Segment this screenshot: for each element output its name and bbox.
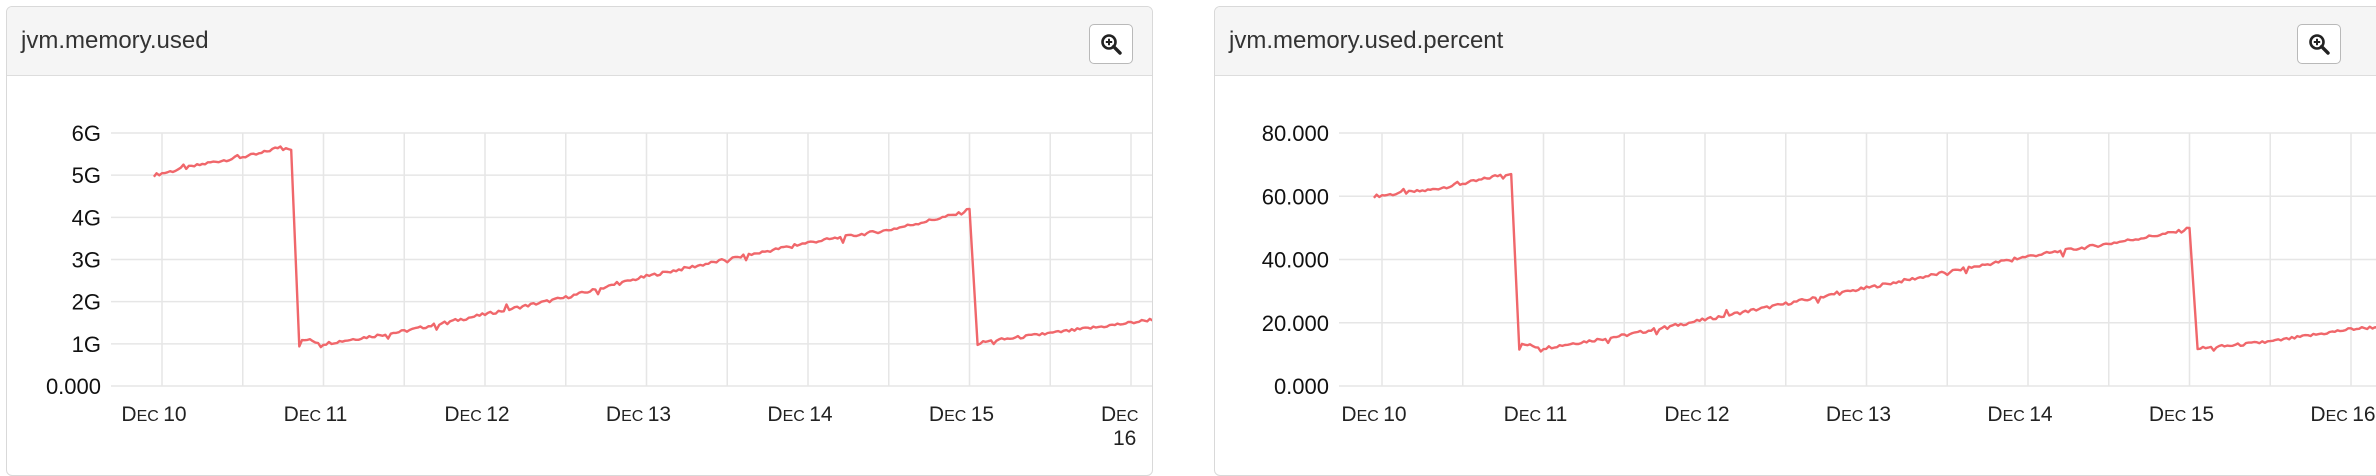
- y-tick-label: 80.000: [1262, 121, 1329, 146]
- y-tick-label: 40.000: [1262, 248, 1329, 273]
- y-tick-label: 0.000: [46, 374, 101, 399]
- y-tick-label: 4G: [72, 205, 101, 230]
- x-tick-label: DEC 11: [1504, 403, 1568, 426]
- zoom-button[interactable]: [2297, 24, 2341, 64]
- y-tick-label: 1G: [72, 332, 101, 357]
- x-tick-label: DEC 13: [606, 403, 671, 426]
- zoom-button[interactable]: [1089, 24, 1133, 64]
- x-tick-label: DEC 12: [444, 403, 509, 426]
- x-tick-label: DEC 10: [121, 403, 186, 426]
- line-chart-memory-used: 0.000 1G 2G 3G 4G 5G 6G DEC 10 DEC 11 DEC 12 DEC 1…: [46, 121, 1152, 450]
- series-line: [152, 145, 1152, 349]
- chart-panel-memory-used-percent: jvm.memory.used.percent 0.000 20.000 40.00…: [1214, 6, 2376, 476]
- y-tick-label: 60.000: [1262, 184, 1329, 209]
- panel-header: jvm.memory.used.percent: [1215, 7, 2376, 76]
- x-tick-label: DEC 13: [1826, 403, 1891, 426]
- line-chart-memory-used-percent: 0.000 20.000 40.000 60.000 80.000 DEC 10 DEC 1…: [1262, 121, 2376, 426]
- panel-title: jvm.memory.used.percent: [1229, 27, 1504, 54]
- x-tick-label: DEC 14: [1987, 403, 2053, 426]
- x-tick-label: DEC 15: [929, 403, 994, 426]
- x-tick-label: DEC 16: [1101, 403, 1138, 450]
- series-line: [1372, 172, 2376, 353]
- x-tick-label: DEC 15: [2149, 403, 2214, 426]
- y-tick-label: 0.000: [1274, 374, 1329, 399]
- y-tick-label: 20.000: [1262, 311, 1329, 336]
- x-tick-label: DEC 14: [767, 403, 833, 426]
- x-tick-label: DEC 16: [2310, 403, 2375, 426]
- x-tick-label: DEC 10: [1341, 403, 1406, 426]
- x-tick-label: DEC 12: [1664, 403, 1729, 426]
- y-tick-label: 2G: [72, 290, 101, 315]
- y-tick-label: 5G: [72, 163, 101, 188]
- panel-header: jvm.memory.used: [7, 7, 1152, 76]
- y-tick-label: 3G: [72, 248, 101, 273]
- x-tick-label: DEC 11: [284, 403, 348, 426]
- panel-title: jvm.memory.used: [21, 27, 209, 54]
- chart-panel-memory-used: jvm.memory.used 0.000 1G 2G 3G 4G 5G 6G DEC 10 D…: [6, 6, 1153, 476]
- zoom-in-icon: [1101, 34, 1122, 55]
- y-tick-label: 6G: [72, 121, 101, 146]
- zoom-in-icon: [2309, 34, 2330, 55]
